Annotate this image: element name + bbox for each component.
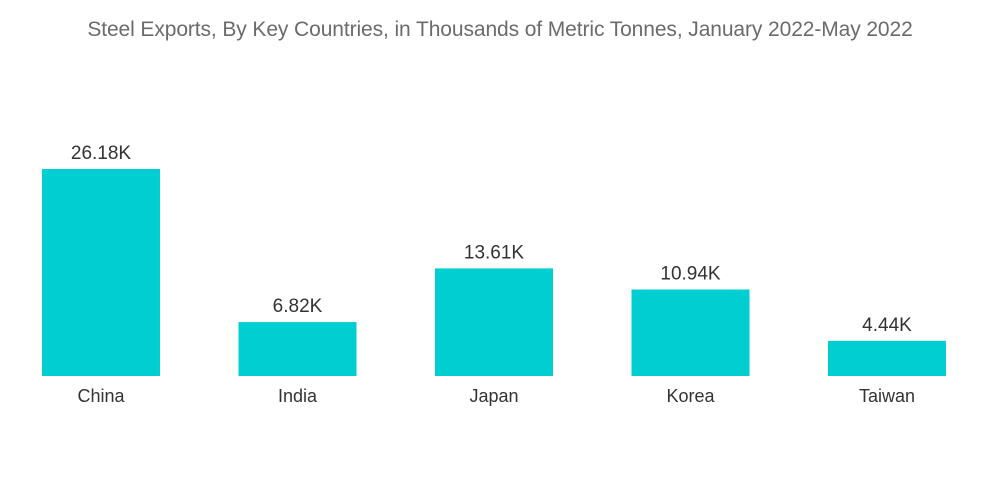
value-labels-group: 26.18K 6.82K 13.61K 10.94K 4.44K [71, 143, 912, 336]
value-label-china: 26.18K [71, 143, 132, 164]
category-label-korea: Korea [666, 386, 715, 406]
bar-china [42, 169, 160, 376]
bar-india [238, 322, 357, 376]
value-label-india: 6.82K [273, 296, 323, 317]
value-label-japan: 13.61K [464, 242, 525, 263]
chart-title: Steel Exports, By Key Countries, in Thou… [87, 18, 913, 41]
value-label-korea: 10.94K [660, 264, 721, 285]
category-labels-group: China India Japan Korea Taiwan [77, 386, 915, 406]
bars-group [42, 169, 946, 376]
value-label-taiwan: 4.44K [862, 315, 912, 336]
bar-taiwan [828, 340, 946, 376]
category-label-china: China [77, 386, 125, 406]
category-label-taiwan: Taiwan [859, 386, 915, 406]
bar-korea [631, 289, 750, 376]
category-label-japan: Japan [469, 386, 518, 406]
bar-japan [435, 268, 553, 376]
category-label-india: India [278, 386, 318, 406]
